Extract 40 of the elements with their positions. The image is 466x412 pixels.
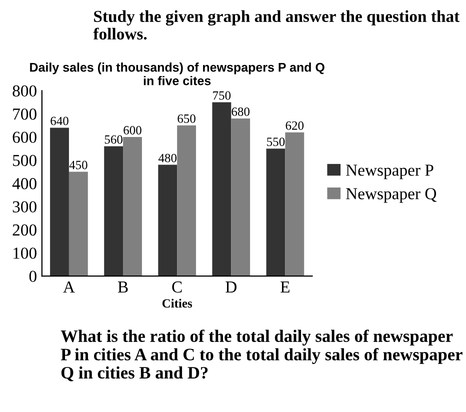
y-tick-label: 800 (12, 85, 36, 97)
bar (285, 132, 304, 276)
legend-label: Newspaper Q (346, 188, 436, 203)
x-tick-label: D (226, 282, 236, 292)
text: What is the ratio of the total daily sales of newspaper P in cities A and C to the total daily sales of newspaper Q in cities B and D? (60, 330, 462, 382)
x-tick-label: B (118, 282, 128, 293)
y-tick-label: 500 (13, 154, 36, 166)
data-label: 620 (286, 121, 304, 130)
bar (104, 146, 124, 276)
bar (212, 102, 232, 276)
data-label: 550 (267, 138, 285, 146)
y-tick-label: 0 (29, 270, 36, 282)
data-label: 680 (232, 107, 250, 116)
y-tick-label: 200 (12, 224, 36, 236)
data-label: 640 (50, 116, 68, 126)
bar (123, 136, 142, 276)
bar (68, 172, 88, 276)
data-label: 650 (178, 114, 196, 123)
bar (158, 164, 178, 276)
data-label: 450 (69, 160, 88, 170)
y-tick-label: 300 (12, 201, 36, 212)
y-tick-label: 100 (14, 248, 36, 259)
y-tick-label: 600 (12, 132, 36, 143)
data-label: 560 (104, 135, 122, 144)
y-tick-label: 400 (12, 178, 36, 190)
data-label: 600 (124, 126, 142, 134)
bar (50, 128, 69, 276)
data-label: 480 (158, 154, 177, 162)
x-tick-label: C (172, 281, 182, 293)
chart-subtitle: Study the given graph and answer the question that follows. (93, 10, 460, 40)
bar (231, 118, 250, 276)
x-tick-label: A (63, 281, 75, 292)
x-axis-title: Cities (162, 298, 192, 308)
chart-title: Daily sales (in thousands) of newspapers P and Q in five cites (30, 62, 324, 86)
bar (177, 125, 196, 276)
legend-label: Newspaper P (346, 164, 434, 180)
y-tick-label: 700 (13, 108, 36, 120)
data-label: 750 (213, 91, 231, 100)
bar (266, 148, 286, 276)
x-tick-label: E (280, 282, 290, 292)
